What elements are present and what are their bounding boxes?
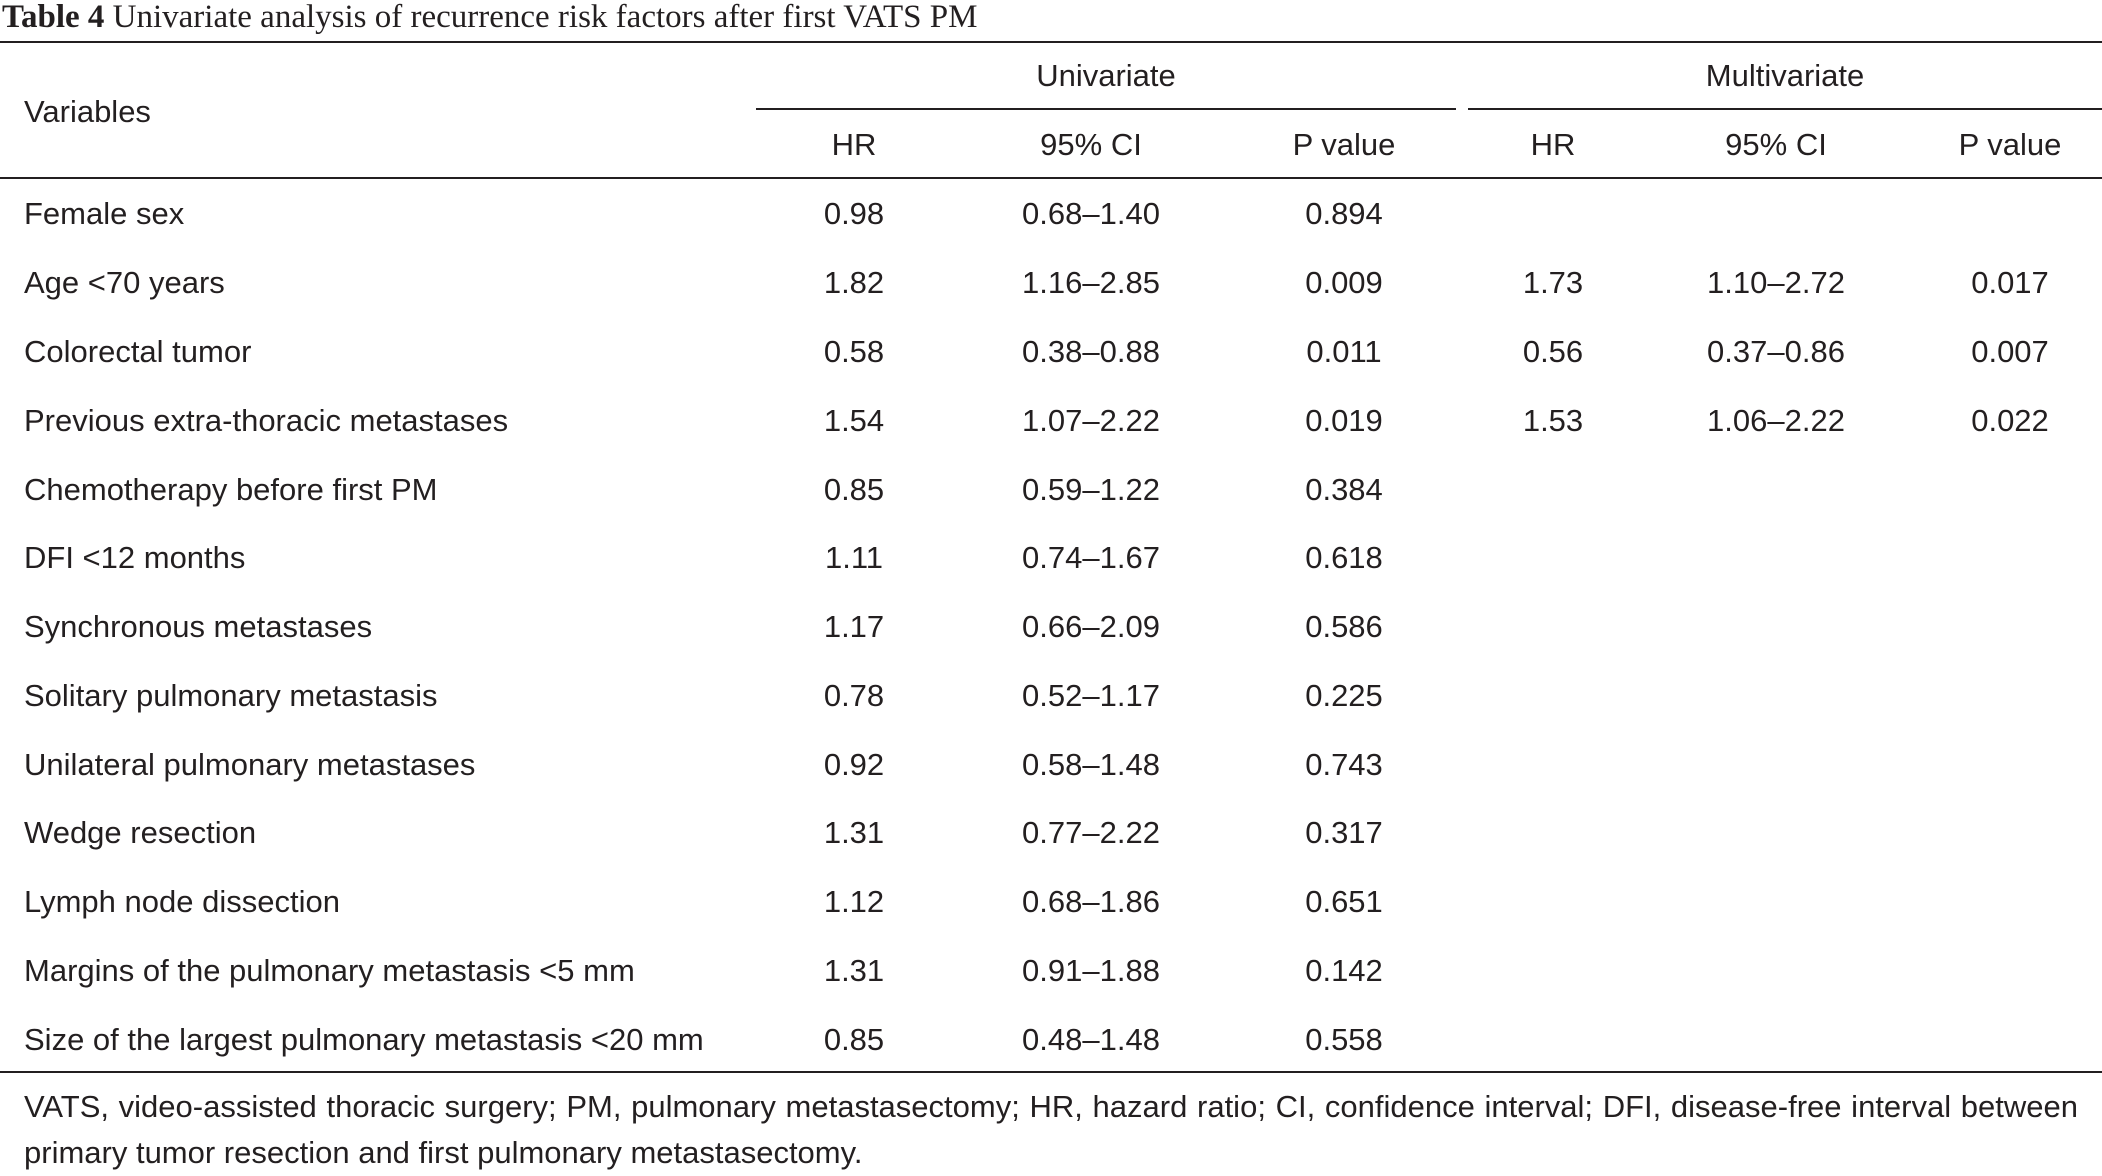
header-multivariate: Multivariate xyxy=(1705,58,1865,93)
row-variable: Margins of the pulmonary metastasis <5 m… xyxy=(24,953,635,988)
row-univariate-ci: 0.74–1.67 xyxy=(1022,540,1160,575)
row-univariate-ci: 0.59–1.22 xyxy=(1022,472,1160,507)
header-bottom-rule xyxy=(0,177,2102,179)
row-variable: Colorectal tumor xyxy=(24,334,252,369)
row-univariate-ci: 0.58–1.48 xyxy=(1022,747,1160,782)
header-univariate-p: P value xyxy=(1292,127,1396,162)
row-univariate-p: 0.142 xyxy=(1305,953,1383,988)
top-rule xyxy=(0,41,2102,43)
row-univariate-ci: 0.38–0.88 xyxy=(1022,334,1160,369)
row-univariate-hr: 1.82 xyxy=(823,265,885,300)
multivariate-group-rule xyxy=(1468,108,2102,110)
row-univariate-p: 0.317 xyxy=(1305,815,1383,850)
row-univariate-hr: 1.31 xyxy=(823,815,885,850)
row-variable: Wedge resection xyxy=(24,815,257,850)
row-univariate-p: 0.651 xyxy=(1305,884,1383,919)
row-multivariate-ci: 1.06–2.22 xyxy=(1707,403,1845,438)
row-multivariate-p: 0.017 xyxy=(1971,265,2049,300)
row-variable: DFI <12 months xyxy=(24,540,246,575)
table-footnote: VATS, video-assisted thoracic surgery; P… xyxy=(24,1089,2078,1170)
row-univariate-hr: 0.85 xyxy=(823,1022,885,1057)
row-variable: Previous extra-thoracic metastases xyxy=(24,403,509,438)
row-variable: Female sex xyxy=(24,196,185,231)
row-variable: Chemotherapy before first PM xyxy=(24,472,438,507)
row-multivariate-hr: 1.53 xyxy=(1522,403,1584,438)
row-univariate-ci: 0.68–1.40 xyxy=(1022,196,1160,231)
row-univariate-p: 0.009 xyxy=(1305,265,1383,300)
row-univariate-hr: 0.85 xyxy=(823,472,885,507)
row-multivariate-ci: 0.37–0.86 xyxy=(1707,334,1845,369)
row-univariate-ci: 0.48–1.48 xyxy=(1022,1022,1160,1057)
row-univariate-p: 0.743 xyxy=(1305,747,1383,782)
table-caption: Table 4 Univariate analysis of recurrenc… xyxy=(2,0,977,38)
univariate-group-rule xyxy=(756,108,1456,110)
row-univariate-p: 0.225 xyxy=(1305,678,1383,713)
row-univariate-p: 0.586 xyxy=(1305,609,1383,644)
row-multivariate-p: 0.007 xyxy=(1971,334,2049,369)
row-multivariate-p: 0.022 xyxy=(1971,403,2049,438)
header-univariate-hr: HR xyxy=(831,127,877,162)
row-univariate-ci: 1.16–2.85 xyxy=(1022,265,1160,300)
row-univariate-ci: 0.52–1.17 xyxy=(1022,678,1160,713)
row-univariate-hr: 0.58 xyxy=(823,334,885,369)
row-univariate-hr: 1.17 xyxy=(823,609,885,644)
row-univariate-ci: 0.91–1.88 xyxy=(1022,953,1160,988)
row-univariate-hr: 0.78 xyxy=(823,678,885,713)
row-univariate-ci: 0.77–2.22 xyxy=(1022,815,1160,850)
header-multivariate-p: P value xyxy=(1958,127,2062,162)
row-multivariate-ci: 1.10–2.72 xyxy=(1707,265,1845,300)
row-univariate-hr: 1.54 xyxy=(823,403,885,438)
row-univariate-p: 0.011 xyxy=(1306,334,1382,369)
header-multivariate-hr: HR xyxy=(1530,127,1576,162)
row-multivariate-hr: 0.56 xyxy=(1522,334,1584,369)
row-univariate-p: 0.894 xyxy=(1305,196,1383,231)
header-univariate: Univariate xyxy=(1036,58,1176,93)
row-variable: Unilateral pulmonary metastases xyxy=(24,747,476,782)
row-variable: Age <70 years xyxy=(24,265,225,300)
row-univariate-hr: 1.11 xyxy=(824,540,884,575)
header-variables: Variables xyxy=(24,94,151,129)
row-variable: Synchronous metastases xyxy=(24,609,373,644)
row-univariate-p: 0.384 xyxy=(1305,472,1383,507)
row-variable: Solitary pulmonary metastasis xyxy=(24,678,438,713)
table-bottom-rule xyxy=(0,1071,2102,1073)
row-multivariate-hr: 1.73 xyxy=(1522,265,1584,300)
row-univariate-p: 0.618 xyxy=(1305,540,1383,575)
row-univariate-ci: 1.07–2.22 xyxy=(1022,403,1160,438)
row-variable: Lymph node dissection xyxy=(24,884,340,919)
row-univariate-hr: 0.92 xyxy=(823,747,885,782)
row-variable: Size of the largest pulmonary metastasis… xyxy=(24,1022,704,1057)
header-univariate-ci: 95% CI xyxy=(1040,127,1142,162)
row-univariate-ci: 0.68–1.86 xyxy=(1022,884,1160,919)
row-univariate-hr: 0.98 xyxy=(823,196,885,231)
row-univariate-ci: 0.66–2.09 xyxy=(1022,609,1160,644)
header-multivariate-ci: 95% CI xyxy=(1725,127,1827,162)
table-caption-text: Univariate analysis of recurrence risk f… xyxy=(112,0,978,35)
table-caption-label: Table 4 xyxy=(2,0,105,35)
row-univariate-p: 0.019 xyxy=(1305,403,1383,438)
row-univariate-p: 0.558 xyxy=(1305,1022,1383,1057)
row-univariate-hr: 1.12 xyxy=(823,884,885,919)
row-univariate-hr: 1.31 xyxy=(823,953,885,988)
